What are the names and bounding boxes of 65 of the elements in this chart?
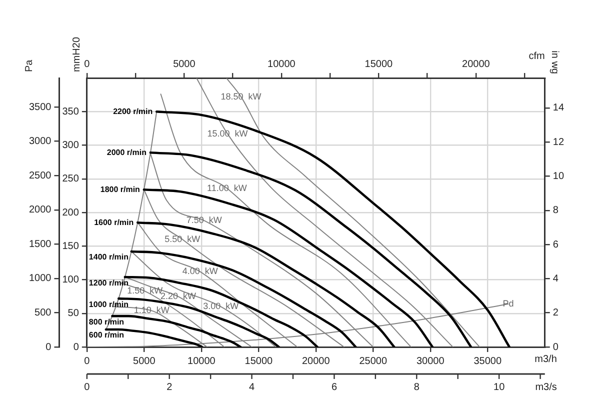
y3-tick-label: 14: [552, 102, 564, 114]
x-tick-label: 0: [84, 356, 90, 367]
y2-tick-label: 1500: [28, 238, 52, 250]
series-label: 1200 r/min: [88, 278, 129, 288]
x-tick-label: 30000: [416, 356, 445, 367]
text: 0: [84, 382, 90, 393]
y-tick-label: 350: [62, 106, 80, 118]
y3-tick-label: 4: [552, 273, 559, 284]
y2-tick-label: 500: [34, 307, 52, 318]
x2-tick-label: 20000: [462, 58, 490, 70]
annotation: 3.00 kW: [203, 301, 240, 312]
x-tick-label: 15000: [244, 356, 273, 367]
y-tick-label: 250: [62, 174, 80, 185]
annotation: 1.50 kW: [127, 286, 164, 296]
x-tick-label: 35000: [474, 356, 502, 367]
y3-tick-label: 12: [552, 136, 564, 148]
x2-tick-label: 0: [84, 58, 90, 70]
series-label: 2200 r/min: [113, 106, 153, 116]
y2-tick-label: 2000: [28, 204, 52, 216]
y-axis-title: mmH20: [72, 36, 83, 72]
series-label: 1000 r/min: [88, 300, 129, 309]
x-tick-label: 25000: [359, 356, 388, 367]
y3-tick-label: 2: [552, 308, 559, 319]
y3-tick-label: 6: [552, 239, 559, 250]
x-tick-label: 20000: [302, 356, 330, 367]
annotation: 5.50 kW: [164, 234, 201, 244]
x-axis-title: m3/h: [534, 354, 557, 365]
x2-tick-label: 10000: [268, 58, 296, 70]
y2-tick-label: 3000: [28, 136, 52, 148]
y-tick-label: 100: [62, 274, 80, 286]
y3-tick-label: 0: [552, 342, 559, 353]
x2-tick-label: 5000: [173, 58, 196, 70]
text: m3/s: [535, 382, 557, 393]
text: 8: [414, 382, 420, 393]
annotation: 4.00 kW: [182, 266, 218, 276]
series-label: 1600 r/min: [94, 218, 134, 227]
text: 2: [166, 382, 173, 393]
text: 4: [249, 382, 256, 393]
y-tick-label: 150: [62, 240, 80, 252]
y-tick-label: 200: [62, 207, 80, 218]
y2-tick-label: 0: [46, 342, 52, 353]
y2-tick-label: 2500: [28, 170, 52, 182]
x2-tick-label: 15000: [364, 58, 394, 70]
x-tick-label: 10000: [188, 356, 216, 367]
y2-axis-title: Pa: [24, 59, 35, 72]
annotation: 2.20 kW: [160, 291, 197, 302]
y-tick-label: 0: [73, 342, 80, 353]
series-label: 800 r/min: [88, 317, 124, 326]
y3-tick-label: 8: [552, 205, 559, 216]
annotation: Pd: [502, 298, 514, 308]
y-tick-label: 300: [62, 140, 80, 151]
y2-tick-label: 1000: [28, 273, 52, 284]
y2-tick-label: 3500: [28, 102, 52, 113]
series-label: 1800 r/min: [100, 184, 140, 194]
x-tick-label: 5000: [133, 356, 156, 367]
series-label: 1400 r/min: [88, 252, 129, 262]
x2-axis-title: cfm: [528, 50, 545, 62]
y3-tick-label: 10: [552, 170, 564, 182]
y-tick-label: 50: [68, 308, 80, 320]
series-label: 2000 r/min: [106, 148, 147, 157]
y3-axis-title: in wg: [549, 50, 560, 74]
series-label: 600 r/min: [88, 330, 124, 340]
annotation: 7.50 kW: [186, 215, 222, 226]
text: 6: [331, 382, 338, 393]
text: 10: [494, 382, 506, 393]
